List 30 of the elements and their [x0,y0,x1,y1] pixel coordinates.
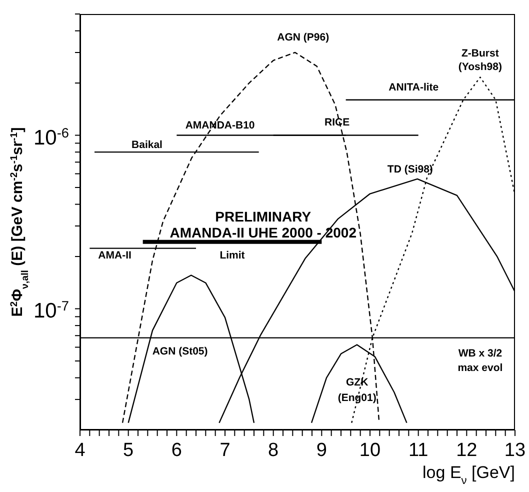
x-tick-label: 10 [359,440,381,461]
annotation: AMA-II [98,250,132,262]
x-tick-label: 11 [408,440,428,461]
x-tick-label: 7 [220,440,230,461]
x-tick-label: 5 [123,440,134,461]
x-tick-label: 12 [456,440,478,461]
y-tick-label: 10$^{-6}$ [34,124,69,150]
x-tick-label: 9 [316,440,327,461]
annotation: (Eng01) [338,392,376,404]
annotation: RICE [324,116,350,128]
x-tick-label: 6 [171,440,182,461]
annotation: AGN (P96) [277,32,330,44]
annotation: Z-Burst [462,47,500,60]
annotation: AGN (St05) [152,346,208,358]
annotation: ANITA-lite [388,81,439,94]
annotation: PRELIMINARY [215,208,312,224]
x-tick-label: 8 [268,440,279,461]
y-tick-label: 10$^{-7}$ [34,298,69,323]
annotation: GZK [346,376,369,388]
annotation: (Yosh98) [458,61,502,74]
annotation: Baikal [132,138,163,151]
annotation: TD (Si98) [387,163,433,176]
annotation: Limit [220,250,246,262]
x-tick-label: 13 [504,440,526,461]
annotation: WB x 3/2 [458,347,502,360]
x-axis-title: log E$_{ν}$ [GeV] [422,463,515,487]
annotation: max evol [458,362,503,374]
annotation: AMANDA-B10 [185,119,255,132]
x-tick-label: 4 [74,440,86,461]
annotation: AMANDA-II UHE 2000 - 2002 [170,224,357,240]
